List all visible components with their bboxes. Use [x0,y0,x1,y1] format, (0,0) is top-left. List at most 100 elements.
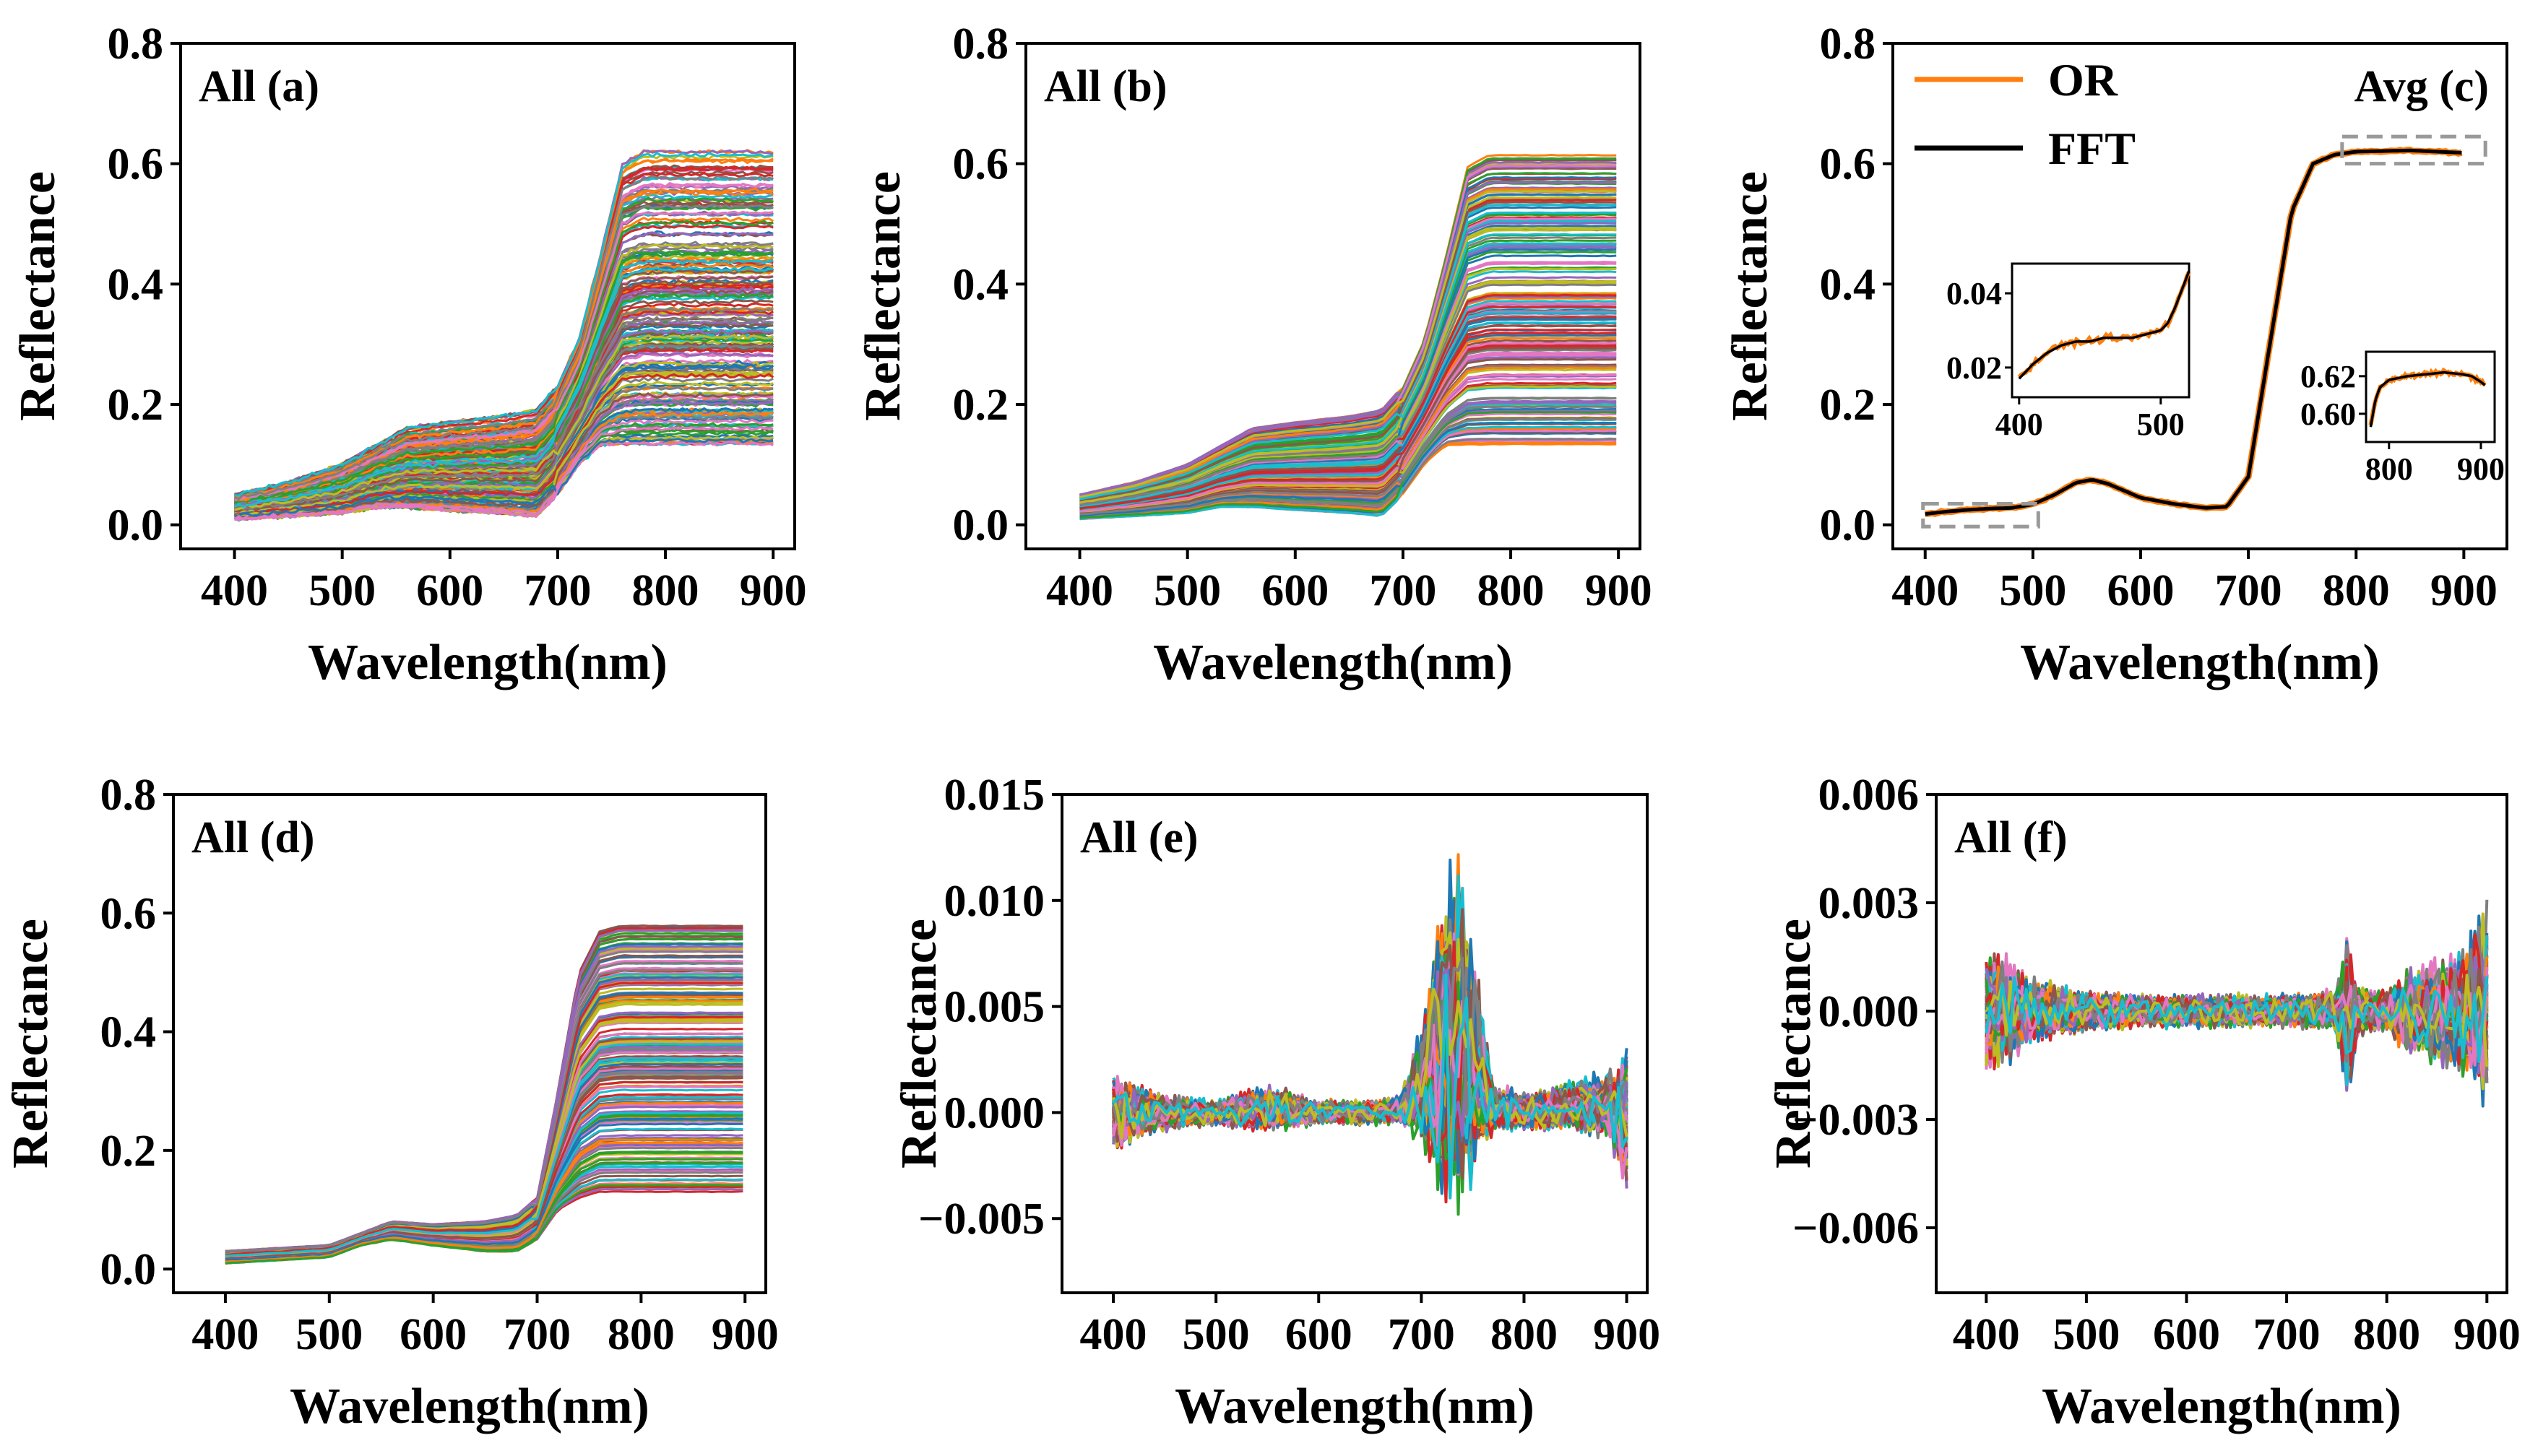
spectrum-line [1112,970,1628,1161]
x-tick-label: 600 [2153,1310,2220,1359]
spectrum-line [1112,986,1628,1180]
spectrum-line [1079,347,1617,515]
spectrum-line [1986,974,2489,1067]
spectrum-line [1112,945,1628,1167]
spectrum-line [225,961,743,1255]
spectrum-line [234,157,774,499]
x-tick-label: 400 [1891,566,1959,615]
spectrum-line [1079,233,1617,500]
x-tick-label: 500 [1183,1310,1250,1359]
inset-y-tick-label: 0.04 [1946,276,2002,311]
spectrum-line [1079,165,1617,496]
x-tick-label: 500 [2053,1310,2120,1359]
panel-title: All (e) [1080,813,1199,862]
plot-area [1112,853,1628,1216]
spectrum-line [1079,373,1617,513]
y-tick-label: −0.003 [1792,1096,1919,1145]
plot-area [1925,147,2463,517]
series-line-fft [1925,148,2462,516]
spectrum-line [225,1117,743,1261]
spectrum-line [1112,990,1628,1159]
x-axis-label: Wavelength(nm) [290,1379,649,1434]
y-tick-label: 0.010 [944,877,1045,926]
zoom-box-right [2340,134,2487,166]
inset-fft-line [2369,370,2486,428]
spectrum-line [225,996,743,1255]
inset-x-tick-label: 400 [1995,407,2043,442]
x-tick-label: 400 [1080,1310,1147,1359]
plot-frame [179,42,796,550]
spectrum-line [1079,316,1617,512]
x-axis-label: Wavelength(nm) [1175,1379,1535,1434]
spectrum-line [1079,321,1617,511]
x-tick-label: 600 [2107,566,2174,615]
x-axis-label: Wavelength(nm) [308,635,668,690]
spectrum-line [1112,945,1628,1174]
plot-frame [1935,793,2508,1294]
x-tick-label: 800 [1490,1310,1558,1359]
spectrum-line [1985,976,2489,1064]
y-tick-label: 0.4 [108,260,164,309]
chart-panel-d: 400 500 600 700 800 900 0.0 0.2 0.4 0.6 0.8 Wavelen… [3,771,779,1434]
inset-frame [2365,350,2496,443]
spectrum-line [1112,954,1628,1166]
plot-area [225,924,743,1265]
spectrum-line [225,966,743,1253]
plot-frame [1061,793,1649,1294]
x-tick-label: 600 [416,566,483,615]
inset-y-tick-label: 0.60 [2300,396,2356,432]
spectrum-line [233,251,774,506]
y-tick-label: 0.8 [108,20,164,69]
spectrum-line [1079,421,1617,517]
chart-panel-e: 400 500 600 700 800 900 0.015 0.010 0.005 0.000 −0… [892,771,1660,1434]
spectrum-line [1112,948,1628,1181]
chart-panel-f: 400 500 600 700 800 900 0.006 0.003 0.000 −0.003 −… [1766,771,2521,1434]
y-tick-label: 0.8 [1820,20,1876,69]
spectrum-line [225,1077,743,1259]
x-tick-label: 500 [1999,566,2066,615]
spectrum-line [1079,226,1617,504]
spectrum-line [234,188,774,501]
y-tick-label: 0.003 [1818,879,1920,928]
x-tick-label: 500 [308,566,376,615]
x-tick-label: 900 [2453,1310,2521,1359]
spectrum-line [1079,405,1617,516]
x-tick-label: 900 [740,566,807,615]
y-axis-label: Reflectance [1766,919,1821,1169]
spectrum-line [225,961,743,1256]
spectrum-line [1112,1001,1628,1158]
spectrum-line [1112,1020,1628,1153]
x-tick-label: 900 [1585,566,1652,615]
legend: OR FFT [1915,54,2136,174]
inset-x-tick-label: 900 [2457,451,2505,487]
spectrum-line [225,1056,743,1257]
spectrum-line [1112,979,1628,1200]
y-tick-label: 0.6 [953,140,1009,189]
spectrum-line [1112,983,1628,1159]
x-tick-label: 700 [524,566,591,615]
y-axis-label: Reflectance [3,919,59,1169]
spectrum-line [233,259,774,508]
panel-title: All (a) [199,62,319,111]
x-tick-label: 600 [1261,566,1329,615]
spectrum-line [234,220,774,504]
spectrum-line [225,1141,743,1263]
y-axis-label: Reflectance [855,171,911,421]
y-tick-label: 0.4 [100,1008,157,1057]
inset-right: 800 900 0.600.62 [2300,350,2505,487]
spectrum-line [1079,201,1617,502]
inset-x-tick-label: 800 [2365,451,2413,487]
x-tick-label: 600 [1285,1310,1352,1359]
x-tick-label: 500 [1154,566,1221,615]
spectrum-line [233,307,774,511]
spectrum-line [234,152,774,497]
y-tick-label: 0.0 [100,1245,157,1294]
spectrum-line [1112,982,1628,1170]
legend-label-fft: FFT [2048,123,2136,174]
y-tick-label: 0.6 [1820,140,1876,189]
plot-area [1079,154,1617,521]
spectrum-line [1112,918,1628,1171]
x-tick-label: 900 [2430,566,2498,615]
plot-frame [1891,42,2508,550]
chart-panel-a: 400 500 600 700 800 900 0.0 0.2 0.4 0.6 0.8 Wavelen… [10,20,807,690]
